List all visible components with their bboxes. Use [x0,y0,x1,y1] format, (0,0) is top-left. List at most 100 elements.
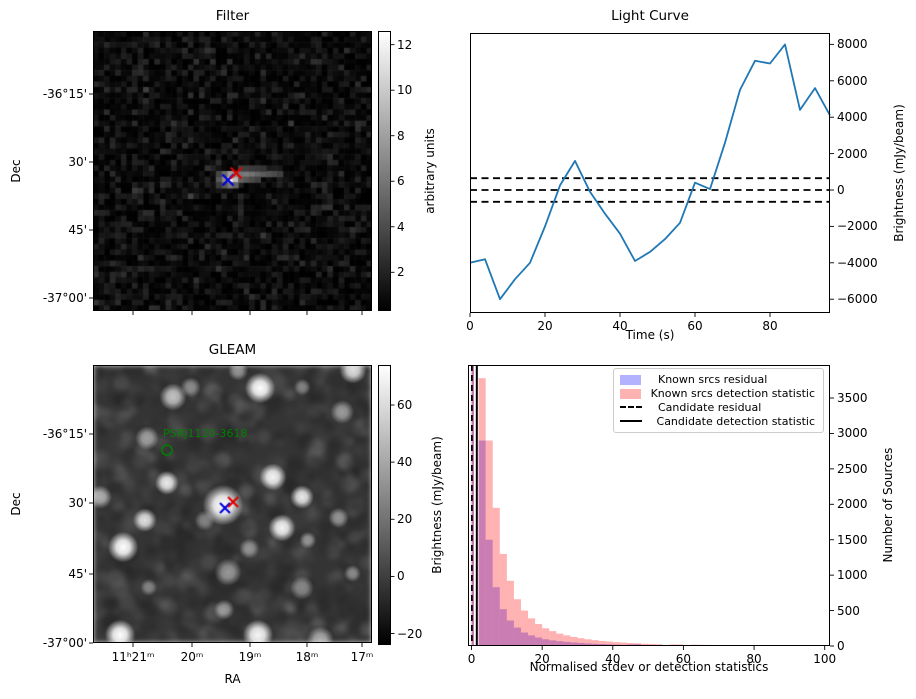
filter-colorbar-tick-label: 2 [397,265,405,280]
legend-patch-swatch [620,388,641,399]
histogram-x-tick-label: 100 [813,652,837,666]
detection-histogram-bar [697,644,705,646]
detection-histogram-bar [499,553,507,646]
pulsar-annotation-label: PSRJ1120-3618 [163,427,248,440]
histogram-y-tick-label: 1500 [837,532,868,547]
detection-histogram-bar [570,636,578,646]
gleam-colorbar [378,365,391,645]
light-curve-y-tick-label: −6000 [837,292,878,307]
residual-histogram-bar [542,639,550,646]
residual-histogram-bar [556,641,564,646]
light-curve-y-tick-label: 0 [837,182,845,197]
detection-histogram-bar [549,631,557,646]
detection-histogram-bar [725,645,733,646]
gleam-image [93,365,372,643]
residual-histogram-bar [549,640,557,646]
residual-histogram-bar [626,644,634,646]
offscale-spike-bar [471,365,475,646]
legend-swatch [620,374,650,385]
filter-title: Filter [215,8,250,24]
detection-histogram-bar [676,644,684,646]
residual-histogram-bar [612,644,620,646]
light-curve-x-tick-label: 0 [466,319,474,333]
detection-histogram-bar [739,645,748,646]
gleam-x-tick-label: 11ʰ21ᵐ [111,650,155,664]
light-curve-xlabel: Time (s) [625,328,675,342]
legend-entry: Known srcs detection statistic [620,387,815,401]
detection-histogram-bar [669,644,677,646]
detection-histogram-bar [761,645,769,646]
residual-histogram-bar [577,642,585,646]
detection-histogram-bar [535,624,543,646]
residual-histogram-bar [478,440,486,646]
legend-label: Candidate detection statistic [656,414,815,428]
detection-histogram-bar [598,640,606,646]
histogram-y-tick-label: 2500 [837,461,868,476]
detection-histogram-bar [754,645,762,646]
filter-colorbar [378,31,391,311]
legend-patch-swatch [620,374,641,385]
gleam-colorbar-label: Brightness (mJy/beam) [430,436,444,574]
filter-colorbar-tick-label: 4 [397,219,405,234]
detection-histogram-bar [485,440,493,646]
filter-colorbar-tick-label: 12 [397,37,413,52]
detection-histogram-bar [704,644,712,646]
detection-histogram-bar [513,599,521,646]
histogram-x-tick-label: 40 [605,652,621,666]
axes-spine [470,33,830,313]
residual-histogram-bar [633,644,642,646]
gleam-y-tick-label: 30' [68,496,87,510]
detection-histogram-bar [612,642,620,646]
detection-histogram-bar [619,642,627,646]
histogram-x-tick-label: 80 [746,652,762,666]
histogram-xlabel: Normalised stdev or detection statistics [529,660,769,674]
legend-solid-line-swatch [620,420,642,423]
histogram-y-tick-label: 0 [837,639,845,653]
legend-swatch [620,406,650,409]
offscale-spike-bar [471,365,475,646]
residual-histogram-bar [641,645,649,646]
residual-histogram-bar [485,539,493,646]
light-curve-y-tick-label: 2000 [837,146,868,161]
gleam-colorbar-tick-label: 0 [397,569,405,584]
gleam-ylabel: Dec [9,492,23,516]
residual-histogram-bar [520,632,529,646]
residual-histogram-bar [513,627,521,646]
residual-histogram-bar [584,643,592,646]
light-curve-x-tick-label: 20 [537,319,553,333]
gleam-colorbar-tick-label: −20 [397,626,423,641]
detection-histogram-bar [655,644,663,646]
histogram-x-tick-label: 60 [675,652,692,666]
filter-y-tick-label: -36°15' [42,87,87,101]
light-curve-y-tick-label: 4000 [837,110,868,125]
residual-histogram-bar [528,635,536,646]
light-curve-title: Light Curve [611,8,689,24]
detection-histogram-bar [768,645,776,646]
histogram-y-tick-label: 2000 [837,497,868,512]
residual-histogram-bar [598,644,606,646]
histogram-y-tick-label: 3500 [837,391,868,406]
histogram-x-tick-label: 0 [467,652,476,666]
filter-colorbar-tick-label: 6 [397,174,405,189]
lightcurve-line [469,43,831,301]
residual-histogram-bar [506,620,514,646]
residual-histogram-bar [499,609,507,646]
gleam-colorbar-tick-label: 20 [397,512,413,527]
residual-histogram-bar [535,637,543,646]
detection-histogram-bar [711,645,719,646]
detection-histogram-bar [520,610,529,646]
detection-histogram-bar [626,643,634,646]
detection-histogram-bar [605,641,613,646]
filter-image [93,31,372,311]
light-curve-x-tick-label: 60 [687,319,703,333]
legend-label: Known srcs detection statistic [650,387,815,401]
gleam-x-tick-label: 18ᵐ [295,650,319,664]
filter-y-tick-label: 45' [68,223,87,237]
legend-entry: Known srcs residual [620,373,815,387]
detection-histogram-bar [782,645,790,646]
gleam-xlabel: RA [224,672,241,686]
light-curve-y-tick-label: 6000 [837,73,868,88]
legend-label: Candidate residual [658,400,762,414]
light-curve-y-tick-label: −4000 [837,255,878,270]
detection-histogram-bar [528,618,536,646]
